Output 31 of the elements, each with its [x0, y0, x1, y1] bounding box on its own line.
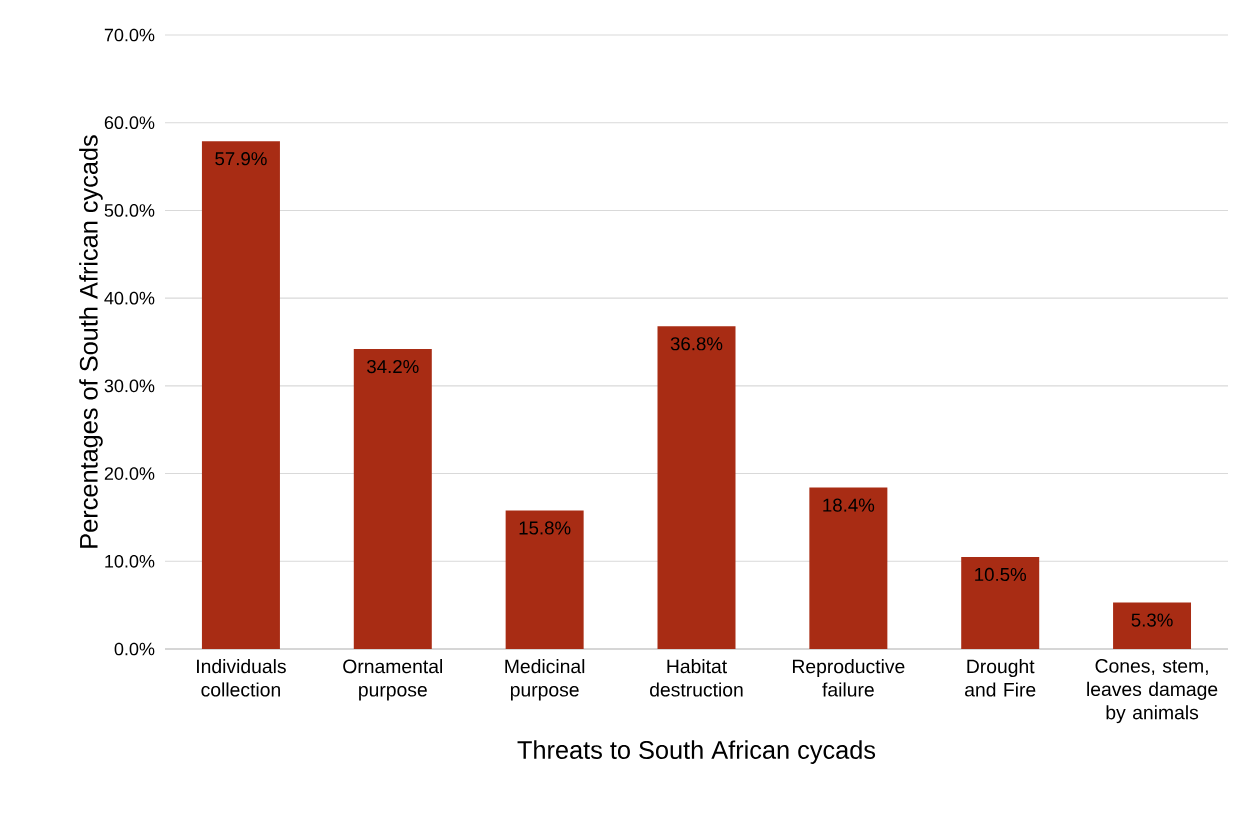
data-label: 15.8%: [519, 521, 571, 535]
bar: [505, 510, 584, 649]
bar: [961, 556, 1040, 649]
y-tick-label: 0.0%: [114, 642, 155, 656]
y-tick-label: 50.0%: [104, 204, 155, 217]
data-label: 10.5%: [975, 567, 1027, 582]
y-tick-label: 10.0%: [105, 554, 155, 568]
data-label: 5.3%: [1131, 613, 1173, 627]
x-tick-label: Ornamental purpose: [343, 659, 442, 701]
x-tick-label: Individuals collection: [197, 659, 286, 697]
data-label: 57.9%: [215, 152, 267, 166]
x-tick-label: Medicinal purpose: [505, 659, 585, 701]
x-tick-label: Cones, stem, leaves damage by animals: [1087, 659, 1218, 724]
data-label: 18.4%: [823, 498, 875, 512]
y-tick-label: 40.0%: [104, 291, 155, 305]
y-tick-label: 20.0%: [104, 467, 155, 480]
y-tick-label: 60.0%: [104, 116, 155, 130]
bar: [809, 487, 888, 649]
data-label: 36.8%: [670, 337, 723, 351]
x-axis-title: Threats to South African cycads: [517, 740, 876, 764]
bar: [1113, 602, 1192, 649]
x-tick-label: Reproductive failure: [792, 659, 905, 697]
data-label: 34.2%: [367, 359, 419, 374]
bar: [353, 349, 432, 649]
bar: [201, 141, 280, 649]
bar: [657, 326, 736, 649]
y-tick-label: 70.0%: [104, 28, 155, 42]
x-tick-label: Habitat destruction: [650, 659, 743, 697]
x-tick-label: Drought and Fire: [965, 659, 1036, 697]
y-axis-title: Percentages of South African cycads: [79, 135, 103, 548]
y-tick-label: 30.0%: [104, 379, 155, 393]
